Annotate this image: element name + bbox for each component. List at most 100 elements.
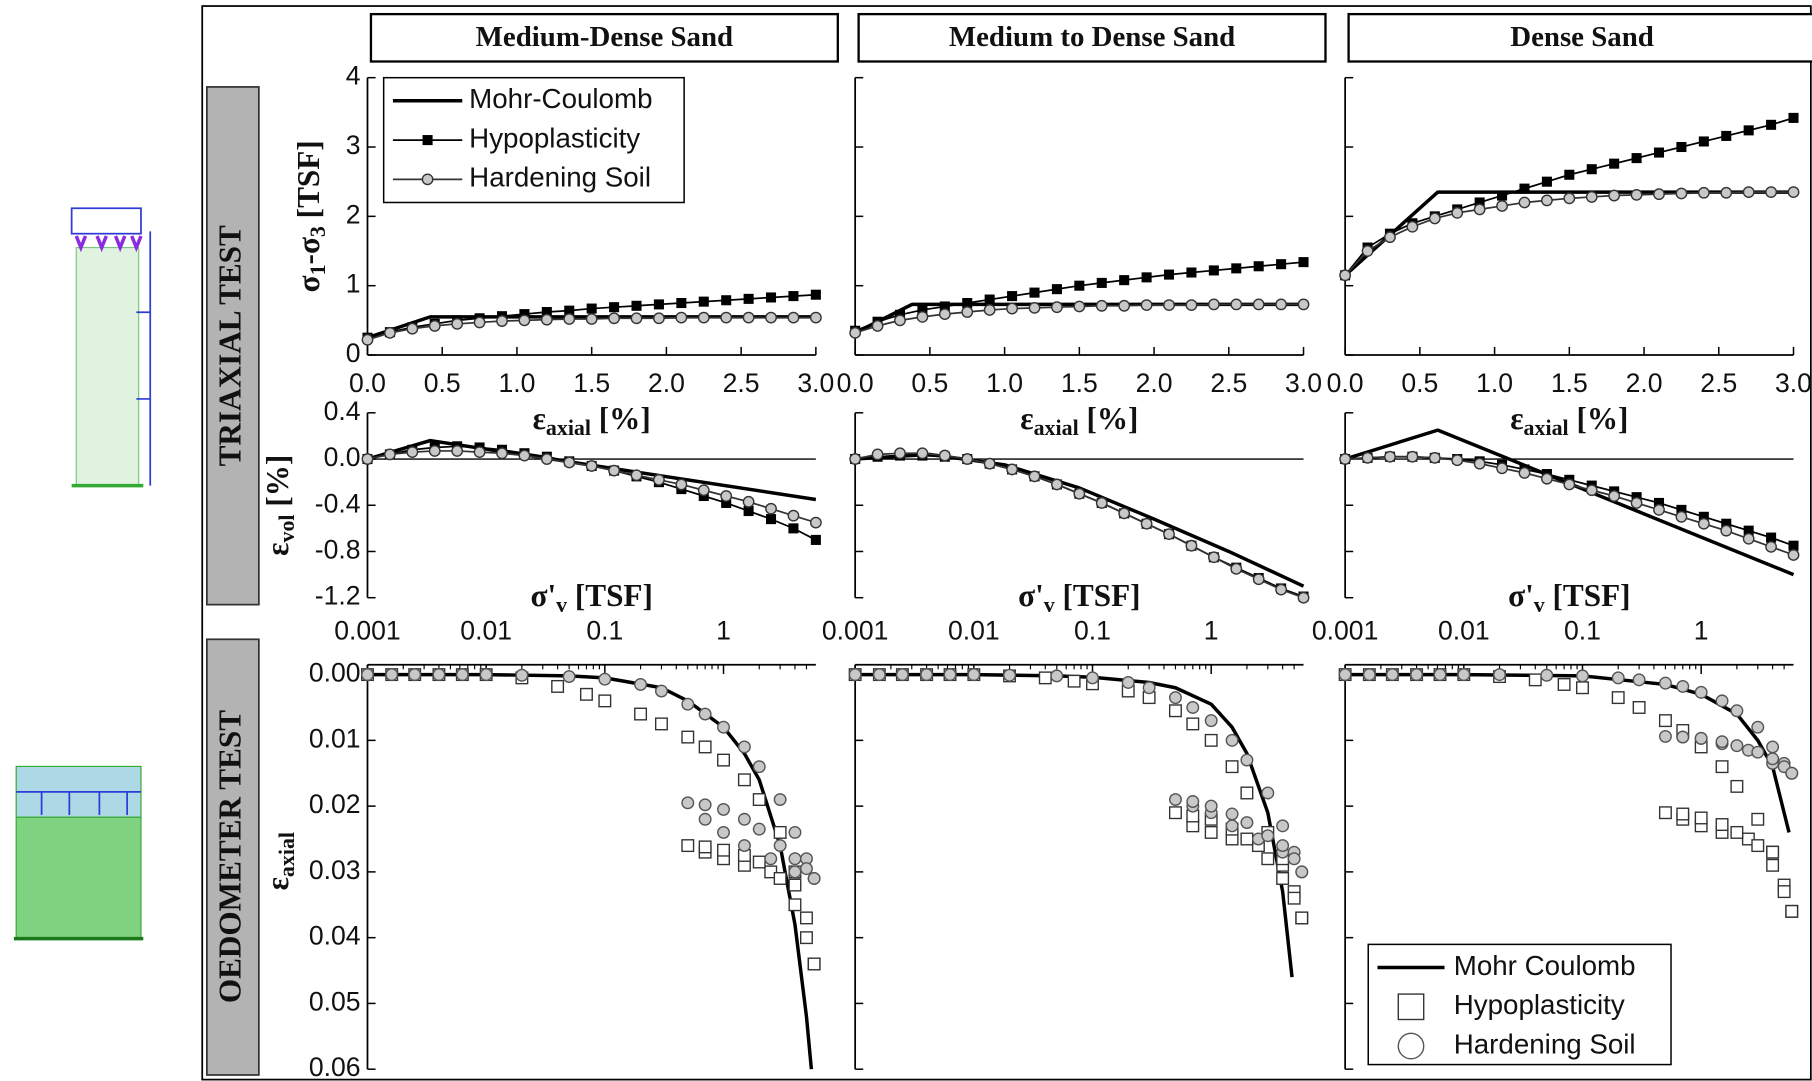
marker <box>1633 674 1645 686</box>
marker <box>1631 498 1641 508</box>
x-tick-label: 2.0 <box>1626 368 1663 398</box>
marker <box>1362 246 1372 256</box>
marker <box>895 448 905 458</box>
marker <box>1767 753 1779 765</box>
y-axis-label-part: ε <box>260 877 295 890</box>
marker <box>542 454 552 464</box>
x-tick-label: 1.5 <box>1551 368 1588 398</box>
marker <box>1087 672 1099 684</box>
marker <box>385 449 395 459</box>
marker <box>1029 303 1039 313</box>
marker <box>609 465 619 475</box>
marker <box>1474 458 1484 468</box>
y-tick-label: 0.03 <box>309 855 361 885</box>
marker <box>1677 143 1686 152</box>
marker <box>497 316 507 326</box>
marker <box>739 814 751 826</box>
marker <box>480 669 492 681</box>
marker <box>1700 137 1709 146</box>
marker <box>1743 187 1753 197</box>
marker <box>1587 192 1597 202</box>
soil-block <box>76 248 138 486</box>
x-axis-label: σ'v [TSF] <box>1018 578 1140 617</box>
y-axis-label-part: 1 <box>305 264 330 275</box>
marker <box>1529 674 1541 686</box>
marker <box>921 669 933 681</box>
marker <box>1385 452 1395 462</box>
x-tick-label: 1 <box>1204 615 1219 645</box>
marker <box>433 669 445 681</box>
marker <box>1498 191 1507 200</box>
marker <box>552 681 564 693</box>
marker <box>1007 303 1017 313</box>
marker <box>789 827 801 839</box>
marker <box>1577 670 1589 682</box>
legend-label: Hardening Soil <box>469 162 651 193</box>
marker <box>1187 796 1199 808</box>
x-tick-label: 0.1 <box>1074 615 1111 645</box>
marker <box>682 840 694 852</box>
x-axis-label-part: ε <box>1020 401 1033 436</box>
marker <box>1731 781 1743 793</box>
x-tick-label: 0.5 <box>424 368 461 398</box>
marker <box>1119 508 1129 518</box>
marker <box>1430 453 1440 463</box>
marker <box>1288 892 1300 904</box>
marker <box>1497 201 1507 211</box>
marker <box>457 669 469 681</box>
marker <box>452 319 462 329</box>
marker <box>1677 681 1689 693</box>
marker <box>1170 794 1182 806</box>
marker <box>1165 270 1174 279</box>
y-tick-label: 2 <box>346 199 361 229</box>
marker <box>1296 912 1308 924</box>
marker <box>849 669 861 681</box>
x-tick-label: 2.5 <box>1210 368 1247 398</box>
marker <box>1743 534 1753 544</box>
model-sketch-bottom <box>14 766 143 938</box>
y-tick-label: 0.02 <box>309 789 361 819</box>
marker <box>1277 820 1289 832</box>
marker <box>963 299 972 308</box>
marker <box>1786 906 1798 918</box>
y-axis-label-part: vol <box>274 514 299 542</box>
marker <box>1142 273 1151 282</box>
x-axis-label-part: v <box>1044 592 1055 617</box>
marker <box>1170 807 1182 819</box>
marker <box>801 932 813 944</box>
marker <box>682 731 694 743</box>
x-axis-label-part: σ' <box>1508 578 1534 613</box>
marker <box>1494 669 1506 681</box>
x-axis-label-part: [%] <box>1079 401 1139 436</box>
marker <box>1744 126 1753 135</box>
marker <box>984 305 994 315</box>
marker <box>1164 300 1174 310</box>
marker <box>656 685 668 697</box>
marker <box>766 504 776 514</box>
marker <box>1170 705 1182 717</box>
marker <box>811 312 821 322</box>
x-axis-label-part: v <box>1534 592 1545 617</box>
marker <box>1695 733 1707 745</box>
legend-label: Mohr Coulomb <box>1454 950 1636 981</box>
marker <box>385 328 395 338</box>
marker <box>655 300 664 309</box>
marker <box>1241 754 1253 766</box>
marker <box>743 497 753 507</box>
marker <box>1458 669 1470 681</box>
x-tick-label: 1.5 <box>1061 368 1098 398</box>
x-axis-label-part: [%] <box>1569 401 1629 436</box>
figure: TRIAXIAL TEST OEDOMETER TEST Medium-Dens… <box>0 0 1812 1081</box>
marker <box>897 669 909 681</box>
marker <box>654 475 664 485</box>
marker <box>1558 679 1570 691</box>
marker <box>1452 455 1462 465</box>
marker <box>1789 114 1798 123</box>
marker <box>767 293 776 302</box>
marker <box>699 312 709 322</box>
marker <box>1543 177 1552 186</box>
marker <box>1262 830 1274 842</box>
marker <box>743 312 753 322</box>
marker <box>1226 735 1238 747</box>
marker <box>1716 695 1728 707</box>
